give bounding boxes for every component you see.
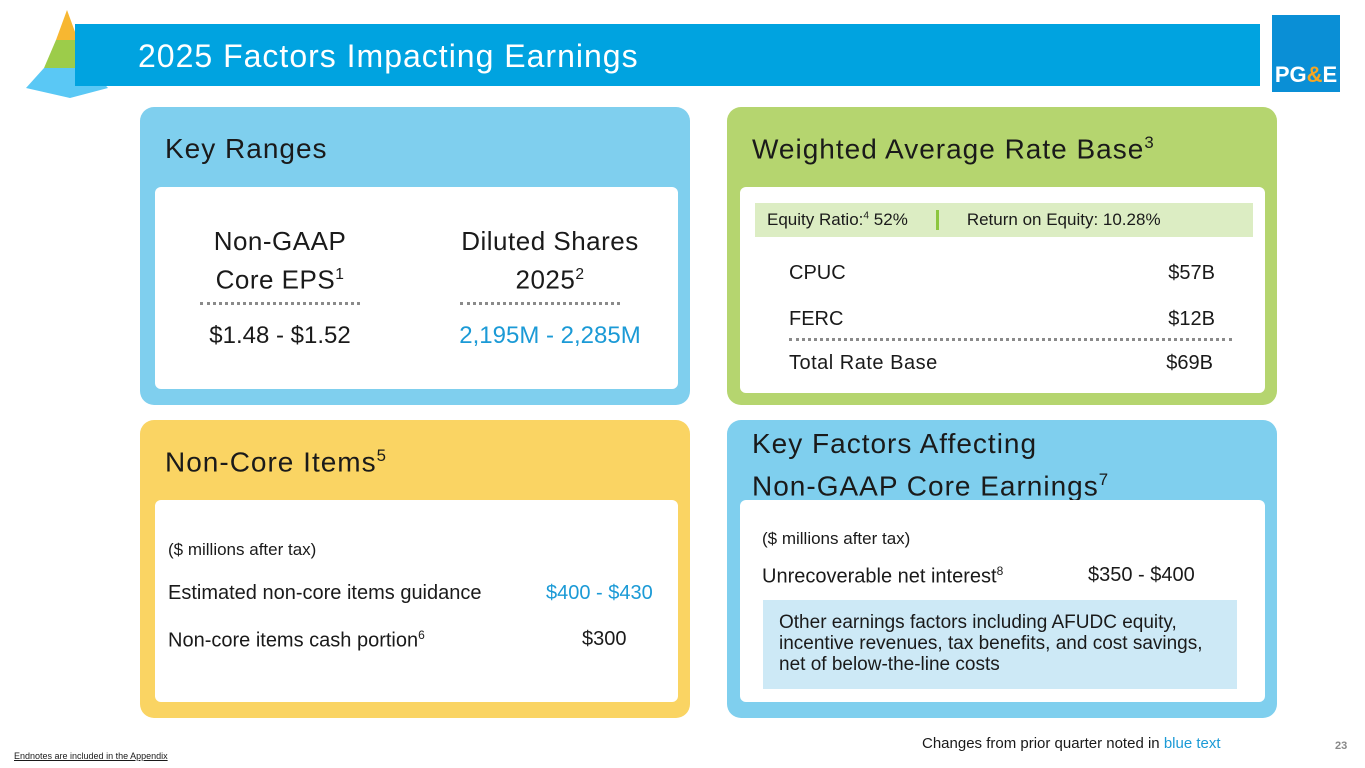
non-core-title: Non-Core Items5 xyxy=(165,446,387,478)
page-number: 23 xyxy=(1335,740,1348,752)
interest-label: Unrecoverable net interest8 xyxy=(762,564,1004,588)
divider xyxy=(789,338,1232,341)
other-factors-box: Other earnings factors including AFUDC e… xyxy=(763,600,1237,689)
divider xyxy=(460,302,620,305)
rate-label: CPUC xyxy=(789,262,846,284)
page-title: 2025 Factors Impacting Earnings xyxy=(138,38,639,74)
pge-logo: PG&E xyxy=(1272,15,1340,92)
interest-value: $350 - $400 xyxy=(1088,564,1195,586)
key-ranges-panel xyxy=(155,187,678,389)
rate-label: FERC xyxy=(789,308,844,330)
guidance-label: Estimated non-core items guidance xyxy=(168,582,482,604)
eps-value: $1.48 - $1.52 xyxy=(209,322,351,349)
rate-value: $12B xyxy=(1168,308,1215,330)
rate-base-title: Weighted Average Rate Base3 xyxy=(752,133,1155,165)
cash-label: Non-core items cash portion6 xyxy=(168,628,425,652)
equity-strip: Equity Ratio:4 52% Return on Equity: 10.… xyxy=(755,203,1253,237)
rate-value: $69B xyxy=(1166,352,1213,374)
divider xyxy=(200,302,360,305)
shares-label: Diluted Shares 20252 xyxy=(461,226,639,295)
key-ranges-title: Key Ranges xyxy=(165,133,328,164)
separator xyxy=(935,210,939,230)
non-core-panel xyxy=(155,500,678,702)
equity-ratio: Equity Ratio:4 52% xyxy=(767,210,908,229)
units-label: ($ millions after tax) xyxy=(762,529,911,548)
rate-label: Total Rate Base xyxy=(789,352,938,374)
rate-value: $57B xyxy=(1168,262,1215,284)
changes-note: Changes from prior quarter noted in blue… xyxy=(922,735,1221,752)
cash-value: $300 xyxy=(582,628,627,650)
guidance-value: $400 - $430 xyxy=(546,582,653,604)
roe: Return on Equity: 10.28% xyxy=(966,210,1161,229)
endnotes-link[interactable]: Endnotes are included in the Appendix xyxy=(14,751,168,761)
units-label: ($ millions after tax) xyxy=(168,540,317,559)
key-factors-title: Key Factors Affecting Non-GAAP Core Earni… xyxy=(752,428,1110,502)
header-bar xyxy=(75,24,1260,86)
shares-value: 2,195M - 2,285M xyxy=(459,322,641,349)
eps-label: Non-GAAP Core EPS1 xyxy=(213,226,347,295)
